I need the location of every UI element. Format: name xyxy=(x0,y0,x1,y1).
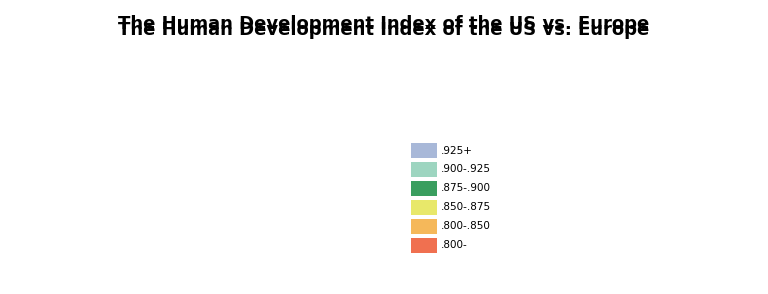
Text: .850-.875: .850-.875 xyxy=(442,202,492,212)
FancyBboxPatch shape xyxy=(411,143,437,158)
FancyBboxPatch shape xyxy=(411,181,437,196)
Text: .925+: .925+ xyxy=(442,146,473,156)
Text: .900-.925: .900-.925 xyxy=(442,164,492,174)
FancyBboxPatch shape xyxy=(411,238,437,253)
Text: The Human Development Index of the US vs. Europe: The Human Development Index of the US vs… xyxy=(118,15,650,33)
FancyBboxPatch shape xyxy=(411,162,437,177)
Text: .800-.850: .800-.850 xyxy=(442,221,492,231)
Text: .875-.900: .875-.900 xyxy=(442,183,492,193)
Text: The Human Development Index of the US vs. Europe: The Human Development Index of the US vs… xyxy=(118,21,650,39)
Text: .800-: .800- xyxy=(442,240,468,250)
FancyBboxPatch shape xyxy=(411,219,437,234)
FancyBboxPatch shape xyxy=(411,200,437,215)
